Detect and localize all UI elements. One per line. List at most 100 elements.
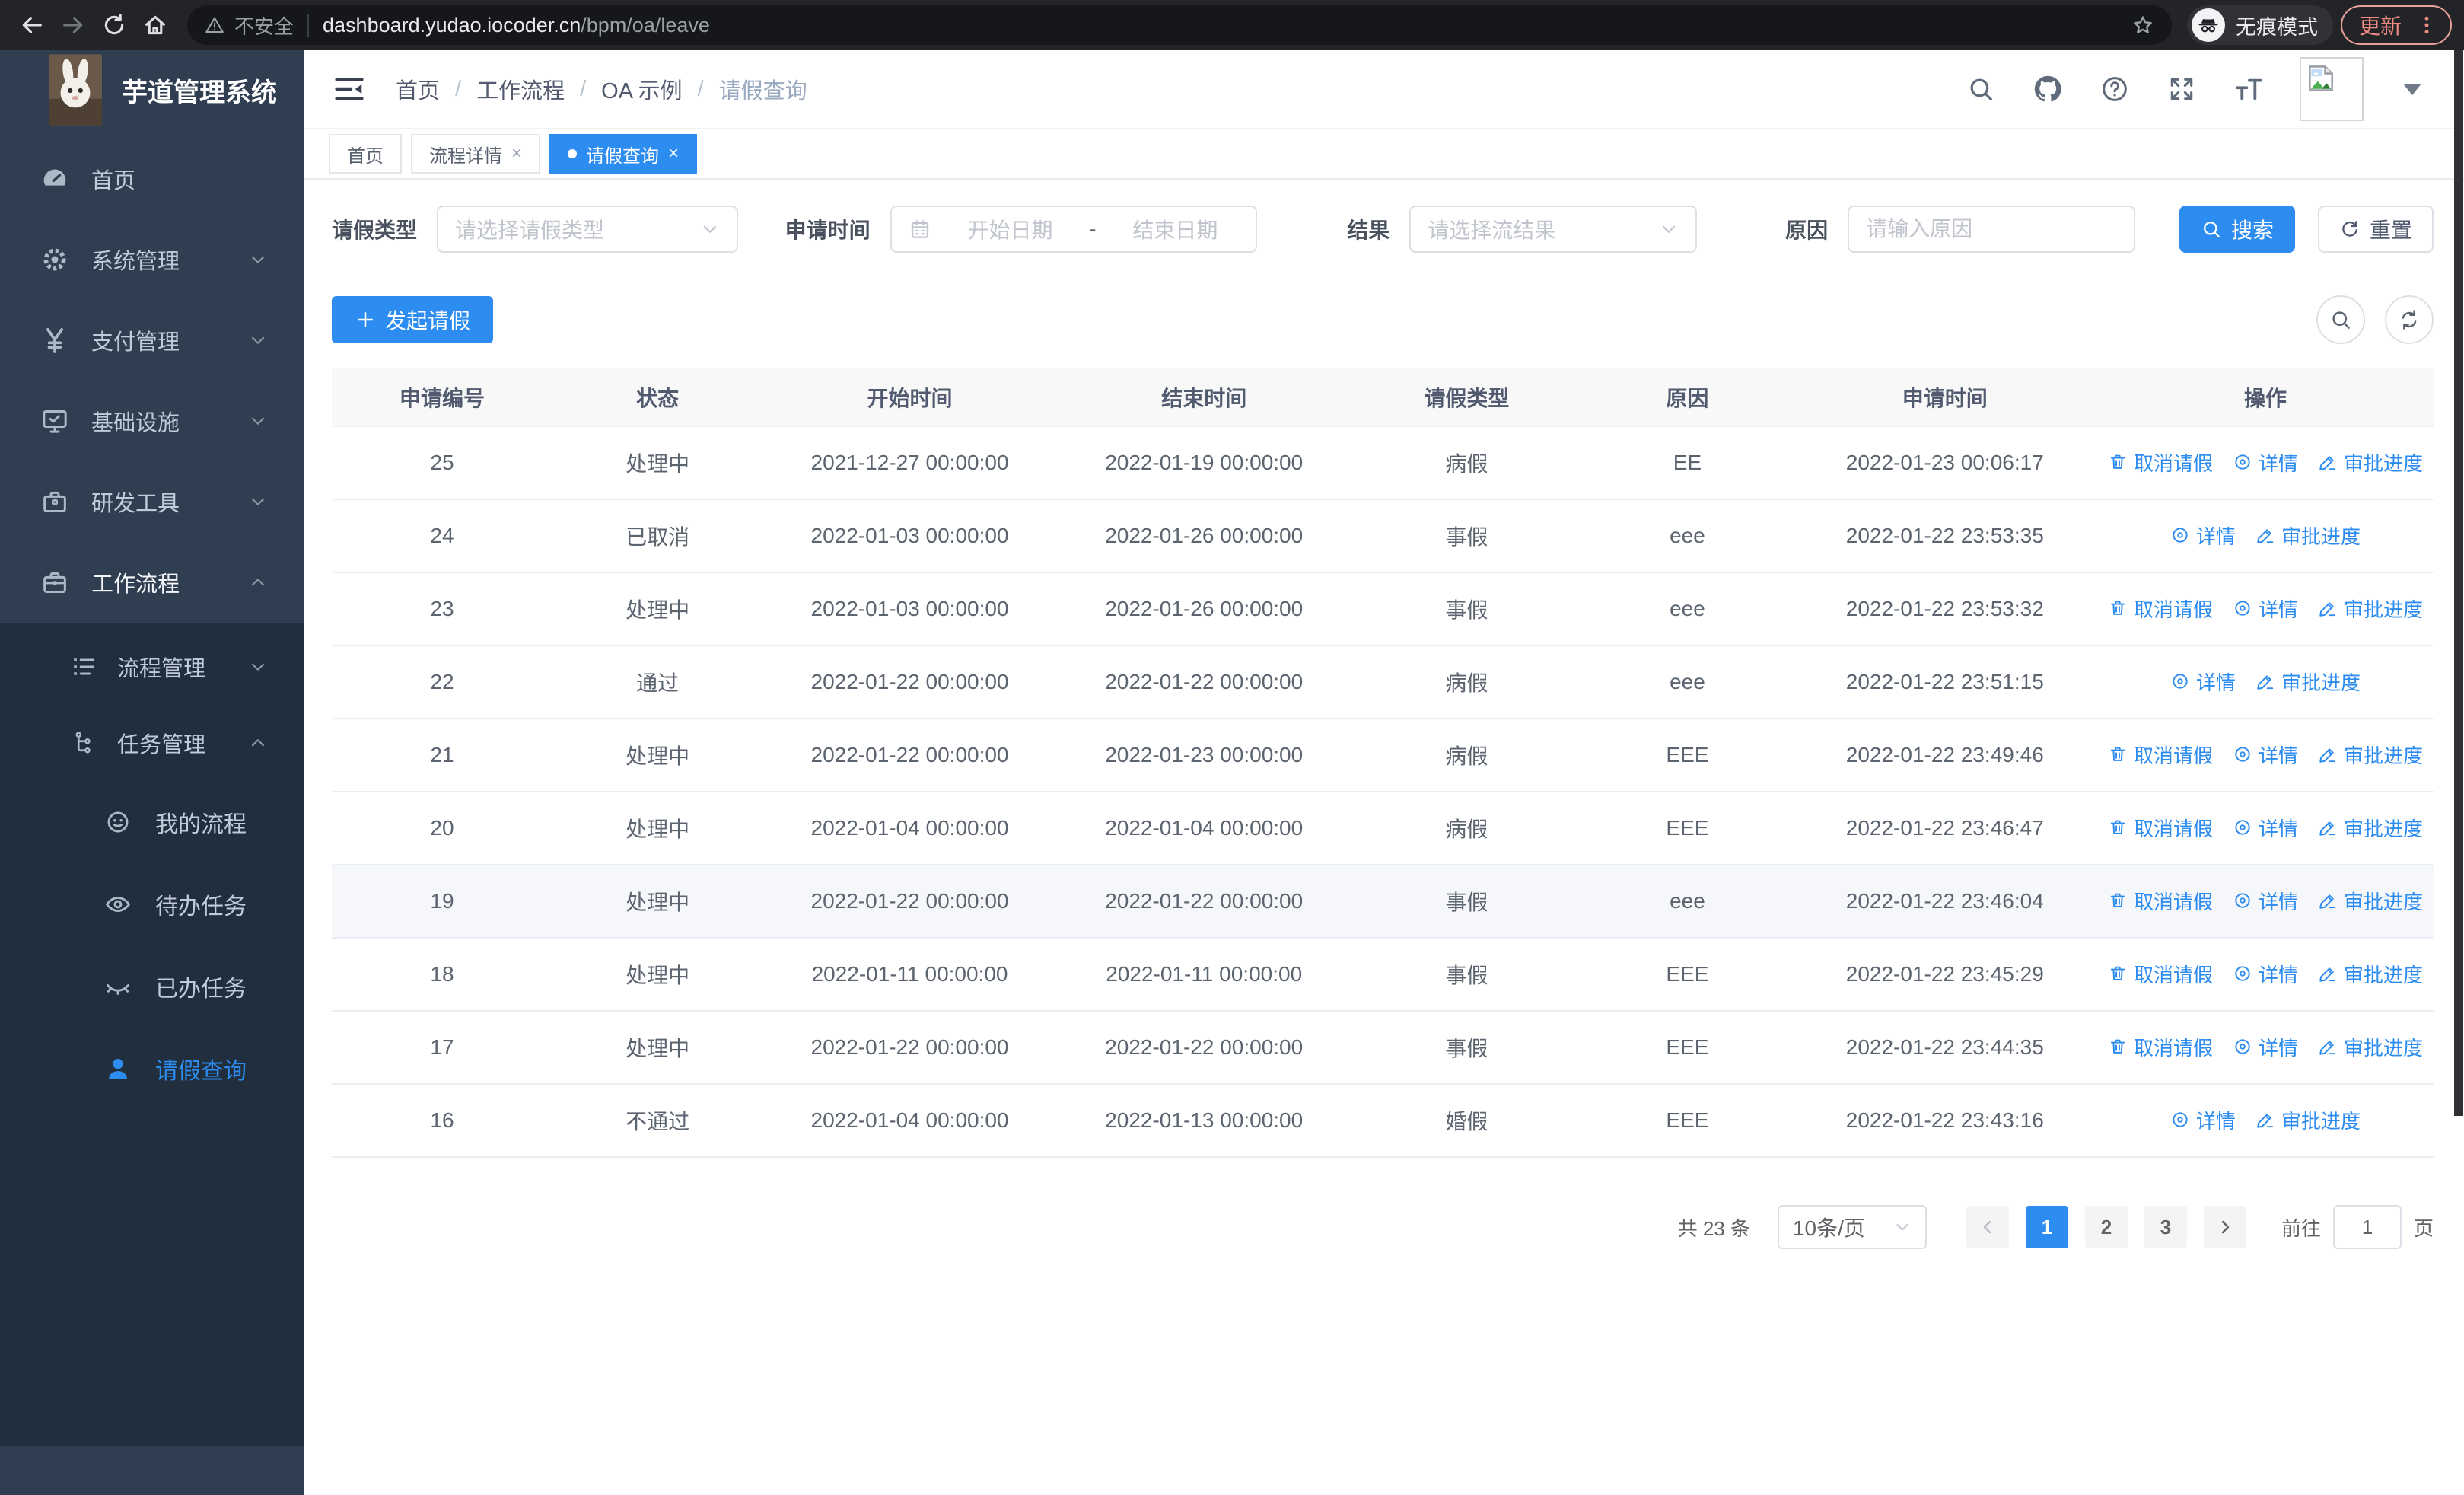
cell-leave-type: 事假 [1351,938,1583,1012]
start-date-input[interactable]: 开始日期 [967,218,1053,242]
sidebar-item-任务管理[interactable]: 任务管理 [0,705,304,781]
sidebar-item-支付管理[interactable]: 支付管理 [0,300,304,381]
chevron-down-icon [248,492,268,512]
next-page-button[interactable] [2203,1206,2246,1248]
cell-reason: EEE [1582,938,1793,1012]
detail-link[interactable]: 详情 [2170,1106,2236,1134]
breadcrumb-item-工作流程[interactable]: 工作流程 [476,79,565,104]
page-size-select[interactable]: 10条/页 [1777,1205,1927,1249]
progress-link[interactable]: 审批进度 [2255,668,2361,696]
page-button-2[interactable]: 2 [2084,1206,2128,1248]
cell-status: 处理中 [552,865,763,939]
goto-page-input[interactable] [2332,1205,2402,1249]
app-header: 首页 / 工作流程 / OA 示例 / 请假查询 [304,50,2464,129]
tab-首页[interactable]: 首页 [329,134,402,174]
progress-link[interactable]: 审批进度 [2318,887,2423,915]
create-leave-button[interactable]: 发起请假 [332,296,494,343]
edit-icon [2318,744,2338,764]
font-size-icon[interactable] [2233,73,2265,105]
scrollbar-thumb[interactable] [2454,50,2463,1116]
progress-link[interactable]: 审批进度 [2318,741,2423,769]
sidebar-item-待办任务[interactable]: 待办任务 [0,863,304,945]
browser-back-icon[interactable] [15,8,49,42]
help-icon[interactable] [2099,73,2131,105]
sidebar-item-系统管理[interactable]: 系统管理 [0,219,304,300]
cell-leave-type: 病假 [1351,426,1583,500]
date-range-picker[interactable]: 开始日期 - 结束日期 [890,206,1258,253]
tab-请假查询[interactable]: 请假查询 × [549,134,698,174]
prev-page-button[interactable] [1966,1206,2009,1248]
detail-link[interactable]: 详情 [2233,1033,2298,1061]
detail-link[interactable]: 详情 [2233,741,2298,769]
page-button-3[interactable]: 3 [2144,1206,2187,1248]
cancel-leave-link[interactable]: 取消请假 [2108,741,2213,769]
sidebar-item-首页[interactable]: 首页 [0,139,304,219]
browser-menu-icon[interactable] [2415,14,2438,37]
scrollbar[interactable] [2453,50,2464,1495]
progress-link[interactable]: 审批进度 [2255,521,2361,550]
avatar[interactable] [2300,57,2364,121]
detail-link[interactable]: 详情 [2170,668,2236,696]
chevron-down-icon[interactable] [2403,83,2421,95]
security-chip[interactable]: 不安全 [204,11,294,40]
hide-search-button[interactable] [2316,295,2365,344]
progress-link[interactable]: 审批进度 [2318,814,2423,842]
sidebar-item-已办任务[interactable]: 已办任务 [0,945,304,1028]
cell-reason: EEE [1582,792,1793,865]
refresh-table-button[interactable] [2385,295,2434,344]
close-icon[interactable]: × [511,143,523,164]
search-button[interactable]: 搜索 [2179,206,2295,253]
detail-link[interactable]: 详情 [2233,448,2298,477]
reason-input[interactable] [1866,217,2117,241]
result-select[interactable]: 请选择流结果 [1409,206,1698,253]
progress-link[interactable]: 审批进度 [2318,448,2423,477]
sidebar-item-基础设施[interactable]: 基础设施 [0,381,304,461]
progress-link[interactable]: 审批进度 [2318,594,2423,623]
progress-link[interactable]: 审批进度 [2255,1106,2361,1134]
sidebar-item-工作流程[interactable]: 工作流程 [0,542,304,623]
cancel-leave-link[interactable]: 取消请假 [2108,814,2213,842]
breadcrumb-item-首页[interactable]: 首页 [396,79,441,104]
cancel-leave-link[interactable]: 取消请假 [2108,887,2213,915]
browser-forward-icon[interactable] [56,8,90,42]
close-icon[interactable]: × [668,143,680,164]
detail-link[interactable]: 详情 [2233,594,2298,623]
browser-update-button[interactable]: 更新 [2340,5,2452,45]
detail-link[interactable]: 详情 [2233,814,2298,842]
address-bar[interactable]: 不安全 dashboard.yudao.iocoder.cn/bpm/oa/le… [187,5,2172,45]
chevron-down-icon [248,250,268,269]
cancel-leave-link[interactable]: 取消请假 [2108,960,2213,988]
progress-link[interactable]: 审批进度 [2318,1033,2423,1061]
cancel-leave-link[interactable]: 取消请假 [2108,1033,2213,1061]
progress-link[interactable]: 审批进度 [2318,960,2423,988]
page-button-1[interactable]: 1 [2025,1206,2068,1248]
sidebar-item-我的流程[interactable]: 我的流程 [0,781,304,863]
tab-流程详情[interactable]: 流程详情 × [411,134,541,174]
sidebar-item-请假查询[interactable]: 请假查询 [0,1028,304,1110]
reason-input-box[interactable] [1848,206,2135,253]
browser-home-icon[interactable] [138,8,172,42]
breadcrumb-item-OA 示例[interactable]: OA 示例 [601,79,683,104]
github-icon[interactable] [2032,73,2064,105]
cancel-leave-link[interactable]: 取消请假 [2108,594,2213,623]
detail-link[interactable]: 详情 [2233,960,2298,988]
leave-type-select[interactable]: 请选择请假类型 [437,206,738,253]
search-icon[interactable] [1965,73,1997,105]
cell-end-time: 2022-01-11 00:00:00 [1056,938,1351,1012]
eye-icon [2233,598,2252,618]
browser-reload-icon[interactable] [97,8,131,42]
cell-id: 24 [332,499,552,573]
cell-leave-type: 事假 [1351,865,1583,939]
cancel-leave-link[interactable]: 取消请假 [2108,448,2213,477]
sidebar-item-流程管理[interactable]: 流程管理 [0,629,304,705]
fullscreen-icon[interactable] [2166,73,2198,105]
sidebar-collapse-icon[interactable] [332,72,367,107]
sidebar-item-研发工具[interactable]: 研发工具 [0,461,304,542]
detail-link[interactable]: 详情 [2233,887,2298,915]
end-date-input[interactable]: 结束日期 [1132,218,1218,242]
detail-link[interactable]: 详情 [2170,521,2236,550]
app-logo[interactable]: 芋道管理系统 [0,50,304,129]
bookmark-star-icon[interactable] [2131,13,2155,37]
reset-button[interactable]: 重置 [2317,206,2434,253]
